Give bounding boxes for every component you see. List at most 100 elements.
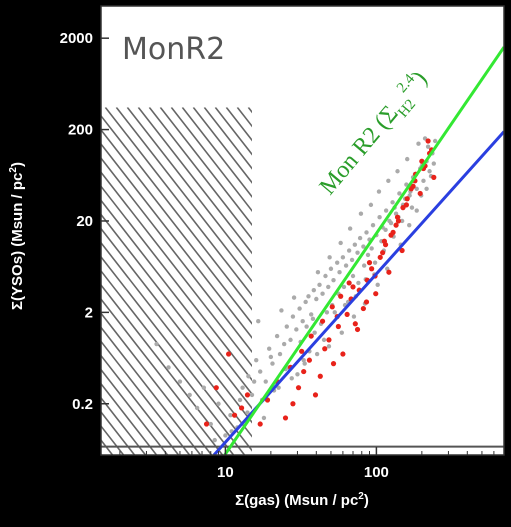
hatch-line — [101, 241, 252, 438]
gray-data-point — [326, 344, 332, 349]
gray-data-point — [386, 178, 391, 184]
red-data-point — [338, 293, 344, 299]
red-data-point — [380, 250, 386, 256]
red-data-point — [330, 361, 337, 367]
red-data-point — [395, 218, 402, 224]
gray-data-point — [431, 161, 437, 166]
red-data-point — [213, 385, 219, 391]
gray-data-point — [314, 351, 320, 357]
gray-data-point — [317, 282, 322, 288]
gray-data-point — [324, 310, 330, 315]
hatch-line — [101, 368, 169, 456]
hatch-line — [181, 107, 252, 198]
gray-data-point — [421, 178, 426, 184]
hatch-line — [101, 128, 252, 325]
x-tick-label: 10 — [217, 464, 234, 481]
gray-data-point — [369, 246, 374, 251]
red-data-point — [226, 351, 232, 357]
gray-data-point — [397, 191, 402, 196]
y-axis-label-end: ) — [9, 162, 26, 167]
hatch-line — [101, 354, 180, 456]
hatch-line — [101, 227, 252, 424]
y-tick-label: 0.2 — [72, 396, 93, 413]
gray-data-point — [349, 257, 355, 263]
gray-data-point — [332, 310, 337, 315]
gray-data-point — [228, 412, 233, 418]
gray-data-point — [308, 312, 314, 317]
gray-data-point — [289, 376, 294, 381]
y-tick-label: 200 — [68, 122, 93, 139]
gray-data-point — [288, 337, 293, 343]
gray-data-point — [427, 169, 432, 174]
red-data-point — [386, 269, 392, 275]
plot-background — [101, 6, 504, 455]
hatch-line — [126, 107, 252, 269]
gray-data-point — [334, 260, 340, 265]
red-data-point — [203, 421, 210, 427]
gray-data-point — [339, 330, 344, 335]
gray-data-point — [304, 324, 309, 329]
gray-data-point — [216, 401, 221, 406]
gray-data-point — [432, 138, 438, 144]
gray-data-point — [338, 240, 343, 246]
y-axis-label-sup: 2 — [8, 167, 19, 173]
x-axis-label: Σ(gas) (Msun / pc2) — [235, 491, 369, 509]
gray-data-point — [365, 252, 371, 258]
gray-data-point — [383, 208, 389, 213]
gray-data-point — [341, 284, 347, 290]
gray-data-point — [300, 319, 305, 324]
gray-data-point — [154, 341, 159, 347]
gray-data-point — [331, 277, 336, 283]
gray-data-point — [254, 357, 259, 363]
gray-data-point — [409, 205, 415, 210]
hatch-line — [115, 107, 252, 283]
red-data-point — [344, 311, 350, 318]
red-data-point — [238, 405, 245, 411]
red-data-point — [257, 421, 263, 427]
hatch-line — [101, 142, 252, 339]
gray-data-point — [328, 266, 334, 271]
red-data-point — [410, 183, 416, 189]
gray-data-point — [294, 327, 299, 332]
gray-data-point — [201, 385, 207, 390]
model-line — [223, 46, 504, 455]
x-tick-label: 100 — [364, 464, 389, 481]
gray-data-point — [350, 273, 356, 279]
gray-data-point — [312, 330, 317, 335]
red-data-point — [388, 232, 394, 238]
gray-data-point — [263, 379, 268, 384]
hatch-line — [101, 156, 252, 354]
gray-data-point — [352, 242, 358, 247]
gray-data-point — [377, 214, 382, 220]
gray-data-point — [274, 333, 280, 339]
gray-data-point — [284, 324, 289, 329]
red-data-point — [354, 326, 361, 333]
red-data-point — [231, 412, 238, 418]
x-axis-label-end: ) — [364, 492, 369, 509]
gray-data-point — [346, 248, 352, 253]
hatched-region — [101, 107, 252, 456]
gray-data-point — [355, 250, 360, 255]
y-tick-label: 20 — [76, 213, 93, 230]
hatch-line — [101, 185, 252, 382]
gray-data-point — [376, 189, 382, 194]
x-axis-label-main: Σ(gas) (Msun / pc — [235, 492, 358, 509]
gray-data-point — [268, 354, 274, 360]
red-data-point — [393, 222, 399, 228]
gray-data-point — [358, 211, 364, 216]
gray-data-point — [240, 385, 245, 390]
gray-data-point — [266, 346, 272, 351]
hatch-line — [101, 312, 213, 456]
red-data-point — [404, 196, 410, 202]
gray-data-point — [245, 410, 250, 415]
hatch-line — [159, 107, 252, 227]
gray-data-point — [388, 220, 394, 226]
gray-data-point — [310, 316, 316, 322]
gray-data-point — [399, 218, 405, 224]
red-data-point — [322, 346, 328, 352]
red-data-point — [400, 205, 406, 211]
gray-data-point — [343, 263, 349, 268]
gray-data-point — [368, 202, 374, 208]
red-data-point — [340, 351, 346, 357]
red-data-point — [363, 299, 370, 305]
